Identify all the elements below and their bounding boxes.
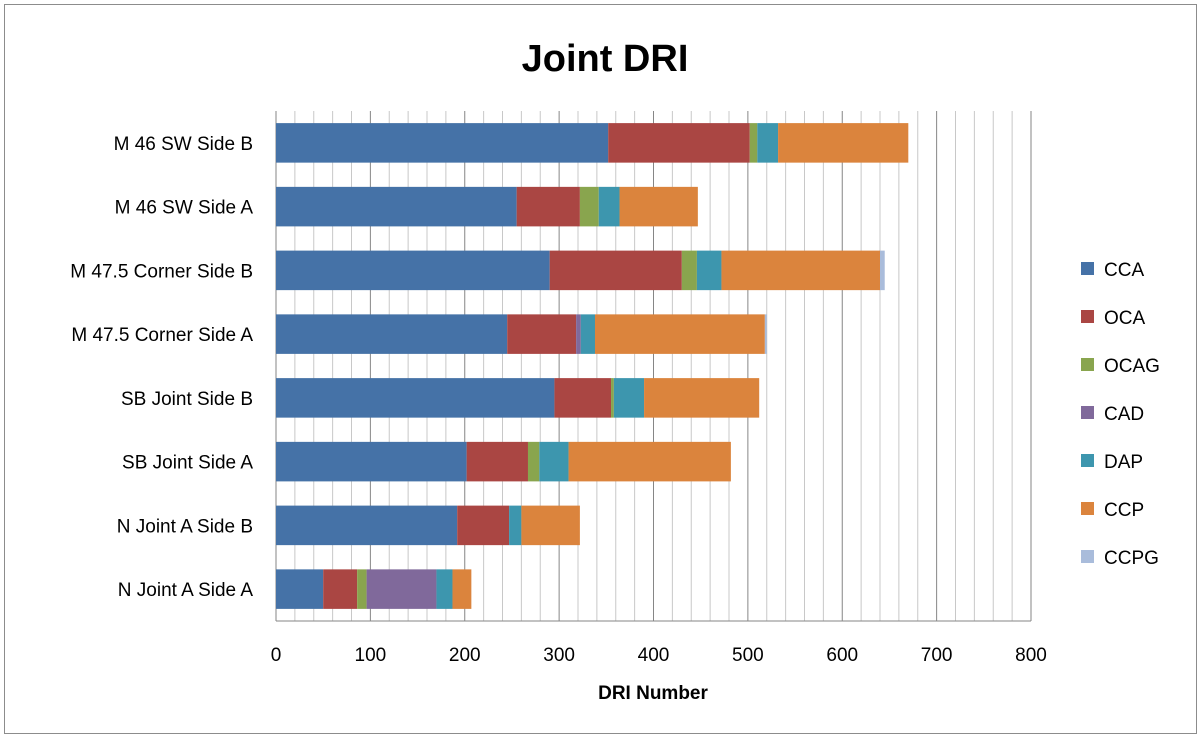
bar-segment-dap [539, 441, 569, 482]
legend-swatch-oca [1081, 310, 1094, 323]
legend-swatch-ccpg [1081, 550, 1094, 563]
bar-segment-cad [576, 314, 581, 354]
bar-segment-dap [613, 378, 645, 418]
bar-segment-ocag [681, 250, 697, 291]
legend-label: CCA [1104, 260, 1144, 281]
bar-segment-dap [757, 123, 779, 163]
category-label: SB Joint Side B [121, 389, 253, 410]
legend-label: OCA [1104, 308, 1146, 329]
bar-segment-cca [276, 378, 555, 418]
legend-swatch-cca [1081, 262, 1094, 275]
bar-segment-oca [466, 441, 528, 482]
bar-segment-ocag [579, 186, 599, 227]
category-label: M 46 SW Side A [115, 198, 254, 219]
bar-segment-ccp [594, 314, 765, 354]
bar-segment-oca [457, 505, 510, 546]
category-label: M 47.5 Corner Side A [71, 325, 253, 346]
bar-segment-dap [509, 505, 522, 546]
bar-segment-ocag [611, 378, 614, 418]
legend-label: OCAG [1104, 356, 1160, 377]
bar-segment-ccpg [880, 250, 885, 291]
bar-segment-oca [516, 186, 580, 227]
bar-segment-oca [549, 250, 682, 291]
bar-segment-cca [276, 569, 324, 609]
chart-svg: Joint DRI M 46 SW Side BM 46 SW Side AM … [70, 38, 1160, 704]
bar-segment-dap [696, 250, 722, 291]
bar-segment-ccp [778, 123, 909, 163]
bar-segment-oca [323, 569, 358, 609]
category-label: M 46 SW Side B [114, 134, 253, 155]
legend-label: CCPG [1104, 548, 1159, 569]
legend-swatch-cad [1081, 406, 1094, 419]
x-tick-label: 700 [921, 645, 953, 666]
category-label: M 47.5 Corner Side B [70, 261, 253, 282]
bar-segment-dap [580, 314, 595, 354]
x-tick-label: 500 [732, 645, 764, 666]
legend-label: CCP [1104, 500, 1144, 521]
legend-swatch-ocag [1081, 358, 1094, 371]
category-label: N Joint A Side B [117, 516, 253, 537]
bar-segment-cad [366, 569, 437, 609]
bar-segment-ccp [644, 378, 760, 418]
bar-segment-ccp [568, 441, 731, 482]
x-axis-title: DRI Number [598, 683, 708, 704]
x-tick-label: 600 [826, 645, 858, 666]
bars-layer [276, 123, 909, 609]
bar-segment-ccp [721, 250, 880, 291]
legend: CCA OCA OCAG CAD DAP CCP CCPG [1081, 260, 1160, 569]
x-tick-label: 0 [271, 645, 282, 666]
x-tick-label: 200 [449, 645, 481, 666]
bar-segment-cca [276, 441, 467, 482]
x-tick-label: 400 [638, 645, 670, 666]
x-tick-label: 300 [543, 645, 575, 666]
bar-segment-ccp [619, 186, 698, 227]
category-label: N Joint A Side A [118, 580, 254, 601]
legend-swatch-dap [1081, 454, 1094, 467]
category-label: SB Joint Side A [122, 453, 253, 474]
tick-labels: 0 100 200 300 400 500 600 700 800 [271, 645, 1047, 666]
bar-segment-oca [507, 314, 577, 354]
chart-title: Joint DRI [522, 38, 689, 80]
bar-segment-ocag [527, 441, 540, 482]
bar-segment-oca [608, 123, 750, 163]
bar-segment-dap [598, 186, 620, 227]
x-tick-label: 100 [355, 645, 387, 666]
bar-segment-cca [276, 505, 458, 546]
bar-segment-ocag [357, 569, 367, 609]
legend-label: DAP [1104, 452, 1143, 473]
bar-segment-cca [276, 250, 550, 291]
bar-segment-cca [276, 314, 508, 354]
bar-segment-dap [436, 569, 453, 609]
legend-swatch-ccp [1081, 502, 1094, 515]
bar-segment-ccp [452, 569, 472, 609]
x-tick-label: 800 [1015, 645, 1047, 666]
legend-label: CAD [1104, 404, 1144, 425]
bar-segment-ccpg [764, 314, 767, 354]
bar-segment-oca [554, 378, 612, 418]
bar-segment-cca [276, 123, 609, 163]
bar-segment-cca [276, 186, 517, 227]
bar-segment-ccp [521, 505, 580, 546]
category-labels: M 46 SW Side B M 46 SW Side A M 47.5 Corne… [70, 134, 253, 601]
bar-segment-ocag [749, 123, 758, 163]
